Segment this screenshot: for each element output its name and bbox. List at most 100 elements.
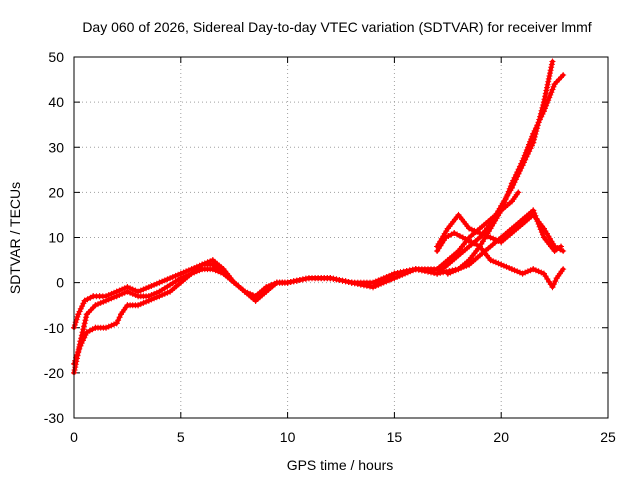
data-point [444, 270, 451, 277]
data-point [508, 266, 515, 273]
data-point [370, 284, 377, 291]
data-point [252, 297, 259, 304]
data-point [145, 297, 152, 304]
x-tick-label: 15 [387, 429, 403, 445]
axis-layer: 0 5 10 15 20 25 -30 -20 -10 0 10 20 30 40 50 [44, 49, 616, 445]
data-point [188, 270, 195, 277]
data-point [519, 270, 526, 277]
x-axis-label: GPS time / hours [287, 457, 394, 473]
data-point [553, 275, 560, 282]
data-point [540, 270, 547, 277]
data-point [476, 252, 483, 259]
data-point [391, 270, 398, 277]
x-tick-label: 25 [600, 429, 616, 445]
data-point [117, 311, 124, 318]
data-point [90, 293, 97, 300]
data-point [487, 234, 494, 241]
data-point [83, 329, 90, 336]
data-point [476, 243, 483, 250]
data-point [487, 225, 494, 232]
data-point [241, 288, 248, 295]
data-point [455, 248, 462, 255]
data-point [177, 279, 184, 286]
data-point [508, 225, 515, 232]
data-point [476, 229, 483, 236]
x-tick-label: 0 [70, 429, 78, 445]
series-track-5 [444, 207, 565, 277]
data-point [530, 130, 537, 137]
data-point [530, 207, 537, 214]
data-point [92, 302, 99, 309]
data-point [156, 279, 163, 286]
y-tick-label: -10 [44, 320, 64, 336]
data-point [466, 225, 473, 232]
data-point [103, 324, 110, 331]
data-point [444, 225, 451, 232]
y-tick-label: -30 [44, 410, 64, 426]
data-point [156, 293, 163, 300]
data-point [273, 279, 280, 286]
data-point [540, 108, 547, 115]
data-point [434, 266, 441, 273]
data-point [519, 157, 526, 164]
data-point [412, 266, 419, 273]
x-tick-label: 10 [280, 429, 296, 445]
y-tick-label: 10 [48, 230, 64, 246]
data-point [75, 311, 82, 318]
data-point [263, 288, 270, 295]
data-point [558, 243, 565, 250]
data-point [540, 234, 547, 241]
data-point [124, 288, 131, 295]
data-point [96, 293, 103, 300]
data-point [498, 234, 505, 241]
y-tick-label: 50 [48, 49, 64, 65]
data-point [444, 257, 451, 264]
data-point [77, 342, 84, 349]
data-point [231, 279, 238, 286]
data-point [530, 266, 537, 273]
data-point [560, 72, 567, 79]
data-point [135, 293, 142, 300]
data-point [551, 81, 558, 88]
y-tick-label: 30 [48, 139, 64, 155]
data-point [466, 261, 473, 268]
y-tick-label: 20 [48, 184, 64, 200]
data-point [81, 297, 88, 304]
data-point [487, 243, 494, 250]
y-axis-label: SDTVAR / TECUs [7, 182, 23, 294]
data-point [549, 58, 556, 65]
data-point [284, 279, 291, 286]
data-point [519, 216, 526, 223]
x-tick-label: 20 [493, 429, 509, 445]
data-point [124, 302, 131, 309]
data-point [508, 198, 515, 205]
chart-title: Day 060 of 2026, Sidereal Day-to-day VTE… [82, 19, 591, 35]
data-point [103, 297, 110, 304]
x-tick-label: 5 [177, 429, 185, 445]
data-layer [71, 58, 567, 376]
y-tick-label: -20 [44, 365, 64, 381]
data-point [113, 293, 120, 300]
data-point [455, 266, 462, 273]
series-track-3 [71, 189, 522, 367]
series-track-6 [434, 229, 567, 291]
data-point [451, 229, 458, 236]
data-point [305, 275, 312, 282]
data-point [487, 216, 494, 223]
data-point [549, 284, 556, 291]
data-point [199, 266, 206, 273]
y-tick-label: 0 [56, 275, 64, 291]
data-point [560, 248, 567, 255]
data-point [459, 234, 466, 241]
data-point [442, 234, 449, 241]
data-point [220, 270, 227, 277]
data-point [498, 207, 505, 214]
plot-frame [73, 56, 609, 419]
data-point [135, 302, 142, 309]
data-point [327, 275, 334, 282]
data-point [113, 320, 120, 327]
data-point [498, 261, 505, 268]
data-point [92, 324, 99, 331]
data-point [455, 211, 462, 218]
